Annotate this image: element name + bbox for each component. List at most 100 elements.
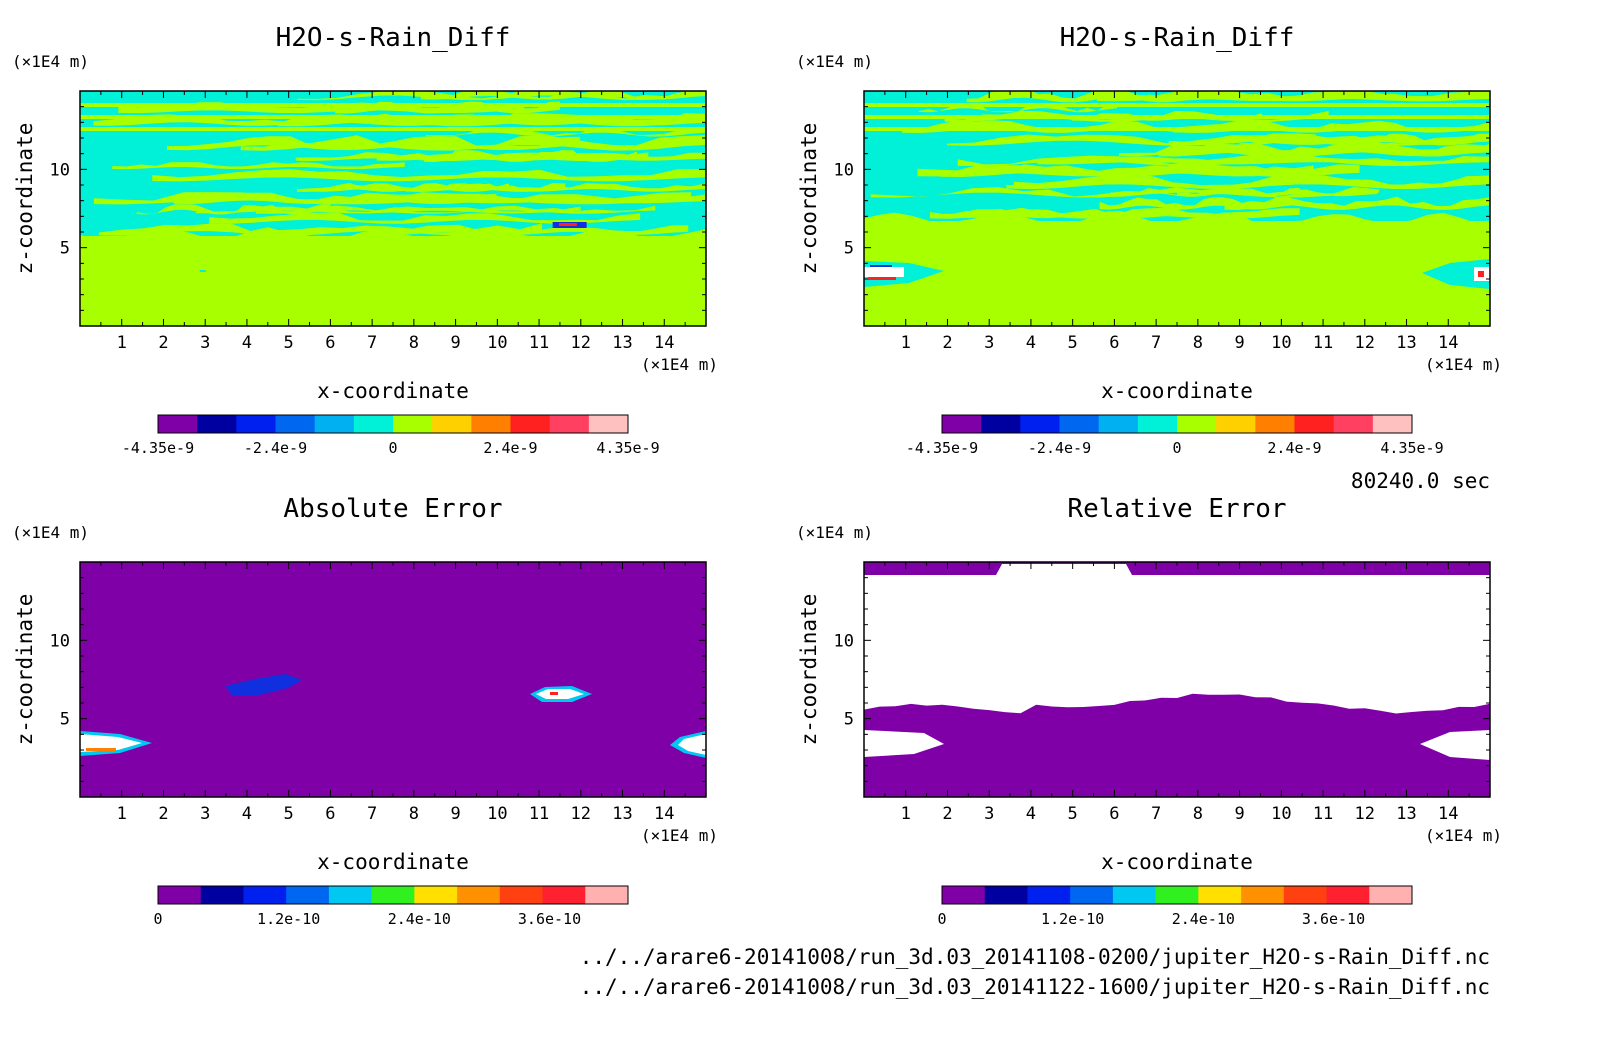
x-tick-label: 1 bbox=[901, 333, 911, 353]
right-red-mark bbox=[1478, 271, 1484, 277]
lime-stripe bbox=[1037, 156, 1490, 165]
y-tick-label: 5 bbox=[60, 239, 70, 259]
plot-field bbox=[864, 91, 1490, 326]
colorbar-segment bbox=[1112, 886, 1157, 904]
lime-stripe bbox=[421, 91, 706, 100]
colorbar-label: 1.2e-10 bbox=[1041, 910, 1104, 928]
colorbar-frame bbox=[941, 885, 1413, 905]
x-tick-label: 11 bbox=[1313, 804, 1333, 824]
colorbar-segment bbox=[1333, 415, 1374, 433]
chart-title: Absolute Error bbox=[283, 494, 502, 524]
y-tick-label: 10 bbox=[50, 631, 70, 651]
colorbar-segment bbox=[353, 415, 394, 433]
colorbar-segment bbox=[499, 886, 544, 904]
x-tick-label: 7 bbox=[367, 333, 377, 353]
x-unit-label: (×1E4 m) bbox=[1425, 826, 1502, 845]
colorbar-segment bbox=[942, 415, 982, 433]
colorbar-label: -2.4e-9 bbox=[1028, 439, 1091, 457]
colorbar-segment bbox=[1294, 415, 1335, 433]
left-white-blob bbox=[864, 267, 904, 277]
panel-1: H2O-s-Rain_Diff(×1E4 m)1 2 3 4 5 6 7 8 9 10 11 12 13… bbox=[12, 23, 718, 457]
file-path-line: ../../arare6-20141008/run_3d.03_20141108… bbox=[580, 945, 1490, 969]
lime-stripe bbox=[944, 110, 1329, 122]
colorbar-segment bbox=[158, 415, 198, 433]
x-tick-label: 14 bbox=[1438, 804, 1458, 824]
colorbar-segment bbox=[197, 415, 237, 433]
x-tick-label: 1 bbox=[117, 804, 127, 824]
x-tick-label: 6 bbox=[1109, 804, 1119, 824]
edge-white-blob bbox=[678, 734, 706, 755]
colorbar-segment bbox=[286, 886, 330, 904]
y-unit-label: (×1E4 m) bbox=[796, 523, 873, 542]
lime-stripe bbox=[942, 208, 1177, 219]
lime-stripe bbox=[297, 91, 706, 101]
x-axis-label: x-coordinate bbox=[317, 850, 469, 874]
colorbar-segment bbox=[542, 886, 586, 904]
left-red-mark bbox=[868, 277, 896, 280]
lime-stripe bbox=[209, 212, 641, 224]
lime-stripe bbox=[1110, 188, 1300, 197]
left-orange-mark bbox=[86, 748, 116, 751]
colorbar-segment bbox=[1255, 415, 1295, 433]
x-tick-label: 2 bbox=[942, 333, 952, 353]
top-stripe bbox=[864, 103, 1490, 107]
x-tick-label: 9 bbox=[450, 333, 460, 353]
x-tick-label: 11 bbox=[529, 333, 549, 353]
colorbar-segment bbox=[984, 886, 1028, 904]
upper-white-region bbox=[864, 564, 1490, 714]
x-tick-label: 8 bbox=[409, 333, 419, 353]
lime-stripe bbox=[1147, 91, 1490, 102]
colorbar-segment bbox=[243, 886, 287, 904]
colorbar-segment bbox=[1198, 886, 1242, 904]
colorbar-label: -2.4e-9 bbox=[244, 439, 307, 457]
y-tick-label: 10 bbox=[834, 631, 854, 651]
x-tick-label: 5 bbox=[1068, 804, 1078, 824]
y-tick-label: 10 bbox=[50, 160, 70, 180]
x-tick-label: 8 bbox=[1193, 333, 1203, 353]
y-tick-label: 5 bbox=[60, 710, 70, 730]
y-unit-label: (×1E4 m) bbox=[12, 523, 89, 542]
x-tick-label: 4 bbox=[242, 333, 252, 353]
lime-stripe bbox=[957, 153, 1490, 167]
x-tick-label: 7 bbox=[1151, 804, 1161, 824]
colorbar-label: 0 bbox=[1172, 439, 1181, 457]
lime-stripe bbox=[255, 205, 656, 214]
x-tick-label: 4 bbox=[242, 804, 252, 824]
x-tick-label: 1 bbox=[117, 333, 127, 353]
colorbar-label: 2.4e-10 bbox=[388, 910, 451, 928]
lime-stripe bbox=[1158, 143, 1490, 157]
lime-stripe bbox=[112, 162, 405, 170]
colorbar-segment bbox=[1059, 415, 1100, 433]
colorbar-frame bbox=[941, 414, 1413, 434]
lime-stripe bbox=[425, 127, 706, 137]
x-tick-label: 8 bbox=[409, 804, 419, 824]
colorbar-label: 2.4e-9 bbox=[1267, 439, 1321, 457]
x-tick-label: 9 bbox=[1234, 333, 1244, 353]
x-tick-label: 3 bbox=[200, 333, 210, 353]
x-tick-label: 7 bbox=[367, 804, 377, 824]
colorbar-label: 1.2e-10 bbox=[257, 910, 320, 928]
y-tick-label: 10 bbox=[834, 160, 854, 180]
x-tick-label: 4 bbox=[1026, 333, 1036, 353]
colorbar-segment bbox=[549, 415, 590, 433]
x-tick-label: 3 bbox=[984, 804, 994, 824]
lime-stripe bbox=[947, 133, 1490, 146]
right-cyan-blob bbox=[1422, 259, 1490, 289]
x-tick-label: 6 bbox=[325, 333, 335, 353]
colorbar-label: -4.35e-9 bbox=[906, 439, 978, 457]
x-tick-label: 5 bbox=[1068, 333, 1078, 353]
colorbar-segment bbox=[432, 415, 472, 433]
x-tick-label: 13 bbox=[612, 804, 632, 824]
left-white-blob bbox=[80, 734, 142, 752]
right-white-region bbox=[1420, 730, 1490, 760]
colorbar-segment bbox=[981, 415, 1021, 433]
panel-3: Absolute Error(×1E4 m)1 2 3 4 5 6 7 8 9 10 11 12 13 1… bbox=[12, 494, 718, 928]
x-tick-label: 14 bbox=[1438, 333, 1458, 353]
x-tick-label: 10 bbox=[487, 333, 507, 353]
x-unit-label: (×1E4 m) bbox=[1425, 355, 1502, 374]
x-tick-label: 10 bbox=[1271, 333, 1291, 353]
colorbar-segment bbox=[1326, 886, 1370, 904]
x-tick-label: 5 bbox=[284, 333, 294, 353]
plot-field bbox=[80, 91, 706, 326]
x-tick-label: 13 bbox=[1396, 804, 1416, 824]
